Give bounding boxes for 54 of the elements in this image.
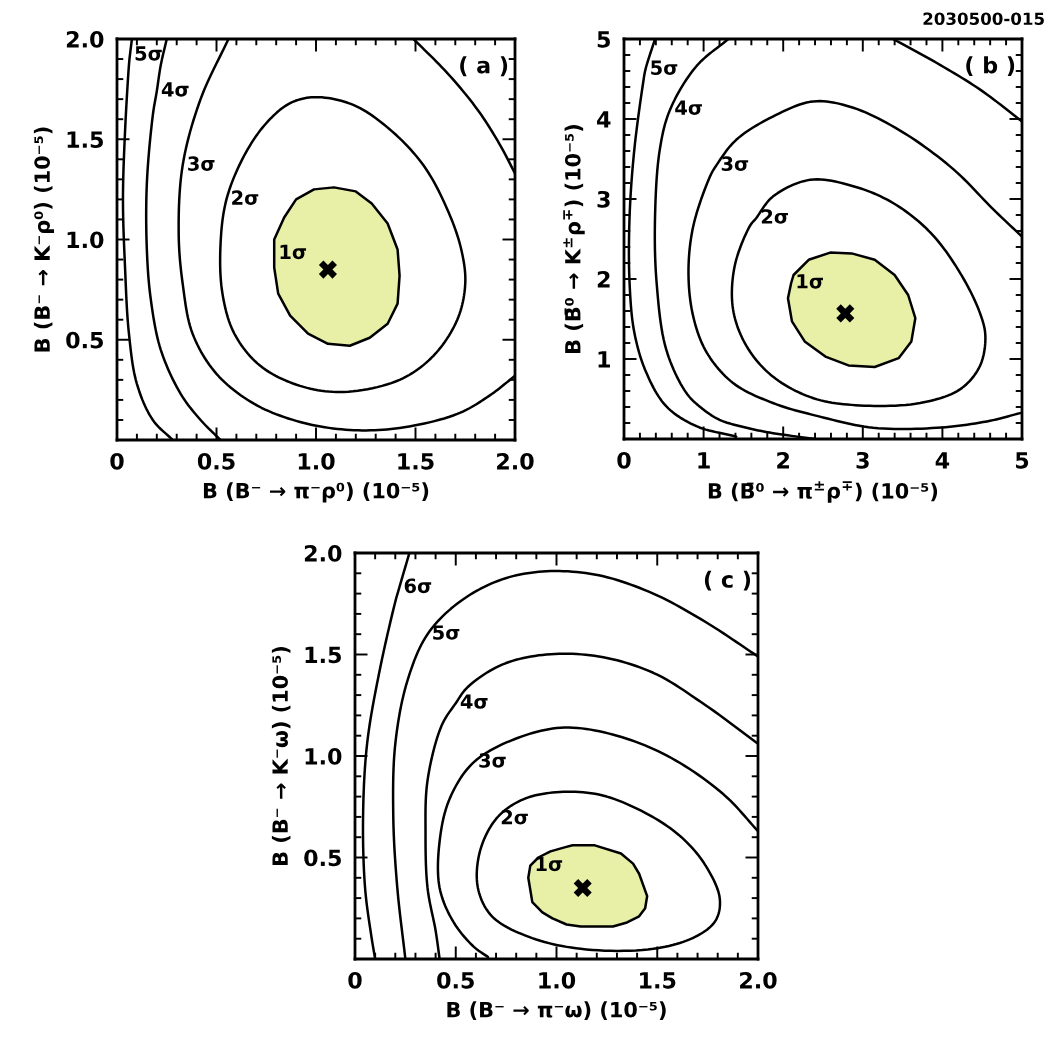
x-axis-title: B (B⁻ → π⁻ρ⁰) (10⁻⁵) — [203, 482, 429, 503]
text: 2030500-015 — [923, 12, 1044, 26]
annotation: 6σ — [404, 578, 432, 594]
annotation: 5σ — [651, 60, 678, 76]
y-tick-label: 1.5 — [305, 646, 341, 664]
x-tick-label: 5 — [1015, 452, 1029, 469]
annotation: 2σ — [232, 190, 259, 206]
annotation: 2σ — [501, 809, 528, 825]
y-tick-label: 0.5 — [304, 849, 341, 867]
x-tick-label: 3 — [856, 451, 869, 469]
y-axis-title: B (B⁻ → K⁻ρ⁰) (10⁻⁵) — [33, 127, 55, 352]
y-tick-label: 1.0 — [305, 747, 342, 765]
y-tick-label: 5 — [597, 31, 610, 48]
y-tick-label: 1.0 — [67, 231, 104, 249]
x-tick-label: 0 — [348, 971, 362, 989]
x-tick-label: 0.5 — [437, 971, 474, 989]
annotation: 1σ — [797, 274, 823, 289]
annotation: 3σ — [479, 753, 506, 768]
annotation: 4σ — [161, 82, 189, 97]
x-tick-label: 1.5 — [640, 972, 676, 989]
y-tick-label: 2.0 — [66, 30, 104, 48]
y-axis-title: B (B̄⁰ → K$^{±}$ρ$^{∓}$) (10⁻⁵) — [563, 125, 585, 353]
annotation: 2σ — [761, 209, 788, 224]
y-tick-label: 2.0 — [304, 544, 342, 562]
y-tick-label: 3 — [597, 190, 610, 208]
annotation: ( a ) — [460, 56, 508, 77]
y-axis-title: B (B⁻ → K⁻ω) (10⁻⁵) — [271, 646, 291, 865]
annotation: 4σ — [675, 100, 702, 116]
annotation: 1σ — [536, 856, 563, 872]
x-tick-label: 2 — [777, 451, 789, 469]
x-tick-label: 2.0 — [740, 971, 777, 989]
annotation: ( c ) — [704, 570, 751, 591]
y-tick-label: 1 — [598, 351, 610, 368]
x-tick-label: 2.0 — [497, 452, 534, 470]
y-tick-label: 0.5 — [66, 331, 103, 349]
x-tick-label: 1.5 — [398, 453, 434, 470]
x-tick-label: 0 — [617, 451, 631, 469]
x-tick-label: 1 — [698, 452, 710, 469]
annotation: ( b ) — [966, 56, 1015, 77]
annotation: 1σ — [280, 244, 307, 260]
y-tick-label: 1.5 — [67, 131, 103, 149]
annotation: 5σ — [433, 625, 460, 640]
y-tick-label: 2 — [597, 270, 610, 288]
annotation: 5σ — [135, 46, 162, 61]
annotation: 4σ — [460, 694, 488, 709]
x-tick-label: 1.0 — [539, 971, 576, 989]
x-axis-title: B (B̄⁰ → π$^{±}$ρ$^{∓}$) (10⁻⁵) — [708, 481, 938, 503]
y-tick-label: 4 — [597, 111, 611, 128]
annotation: 3σ — [188, 156, 215, 171]
x-tick-label: 0 — [110, 452, 124, 470]
x-axis-title: B (B⁻ → π⁻ω) (10⁻⁵) — [447, 1001, 666, 1020]
annotation: 3σ — [721, 156, 749, 172]
x-tick-label: 4 — [935, 452, 950, 469]
x-tick-label: 0.5 — [197, 452, 235, 470]
